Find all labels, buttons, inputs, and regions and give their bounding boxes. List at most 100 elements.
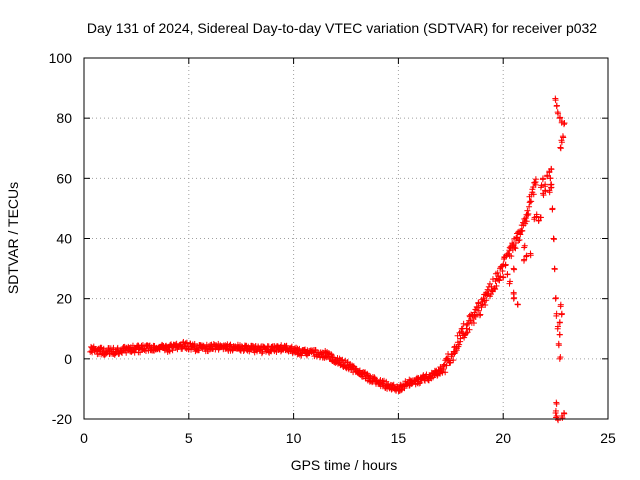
data-point [555,417,562,424]
data-point [544,173,551,180]
data-point [540,192,547,199]
data-point [507,278,514,285]
data-point [504,271,511,278]
data-point [466,326,473,333]
data-point [526,203,533,210]
data-point [416,380,423,387]
data-point [542,188,549,195]
data-point [478,304,485,311]
data-point [532,176,539,183]
data-point [500,273,507,280]
data-point [390,381,397,388]
data-point [548,165,555,172]
axis-ticks [83,57,609,420]
data-point [493,282,500,289]
data-point [475,299,482,306]
data-point [339,356,346,363]
data-point [471,312,478,319]
data-point [557,114,564,121]
data-point [557,144,564,151]
data-point [456,341,463,348]
data-point [482,302,489,309]
y-tick-label: 40 [56,231,72,247]
data-point [511,294,518,301]
data-point [558,311,565,318]
data-points [87,95,568,424]
x-tick-label: 25 [600,430,616,446]
data-point [524,212,531,219]
data-point [561,120,568,127]
data-point [450,357,457,364]
data-point [329,353,336,360]
data-point [443,362,450,369]
data-point [169,347,176,354]
data-point [359,373,366,380]
data-point [508,253,515,260]
data-point [492,286,499,293]
data-point [556,331,563,338]
data-point [556,319,563,326]
y-tick-label: 80 [56,110,72,126]
data-point [550,236,557,243]
data-point [560,121,567,128]
data-point [553,399,560,406]
data-point [470,320,477,327]
data-point [330,354,337,361]
data-point [561,410,568,417]
data-point [494,269,501,276]
x-axis-label: GPS time / hours [291,457,398,473]
y-tick-label: 0 [64,351,72,367]
data-point [557,354,564,361]
data-point [553,312,560,319]
x-tick-label: 10 [286,430,302,446]
data-point [288,343,295,350]
data-point [530,191,537,198]
data-point [464,320,471,327]
y-tick-label: 100 [49,50,73,66]
x-tick-label: 5 [185,430,193,446]
data-point [166,348,173,355]
chart-title: Day 131 of 2024, Sidereal Day-to-day VTE… [87,20,597,36]
grid-lines [84,58,608,419]
x-tick-label: 0 [80,430,88,446]
data-point [298,352,305,359]
data-point [371,374,378,381]
data-point [559,414,566,421]
y-tick-labels: -20 0 20 40 60 80 100 [49,50,73,427]
data-point [447,359,454,366]
data-point [296,345,303,352]
data-point [525,210,532,217]
data-point [502,261,509,268]
data-point [483,297,490,304]
data-point [516,236,523,243]
data-point [546,189,553,196]
data-point [552,95,559,102]
data-point [521,242,528,249]
data-point [555,110,562,117]
data-point [552,294,559,301]
data-point [532,181,539,188]
data-point [123,349,130,356]
data-point [560,134,567,141]
data-point [523,252,530,259]
data-point [551,266,558,273]
x-tick-labels: 0 5 10 15 20 25 [80,430,616,446]
data-point [468,311,475,318]
data-point [557,303,564,310]
data-point [537,214,544,221]
data-point [515,237,522,244]
data-point [328,351,335,358]
data-point [535,217,542,224]
data-point [457,335,464,342]
data-point [496,276,503,283]
data-point [538,182,545,189]
data-point [463,321,470,328]
data-point [477,311,484,318]
data-point [442,369,449,376]
data-point [511,244,518,251]
x-tick-label: 15 [391,430,407,446]
data-point [553,412,560,419]
data-point [421,374,428,381]
data-point [554,323,561,330]
